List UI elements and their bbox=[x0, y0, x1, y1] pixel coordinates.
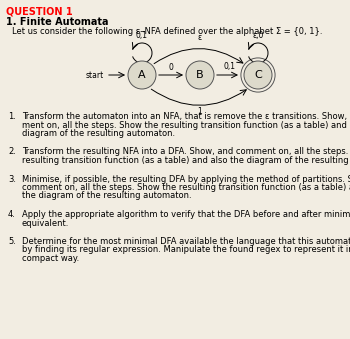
Text: Determine for the most minimal DFA available the language that this automaton ac: Determine for the most minimal DFA avail… bbox=[22, 237, 350, 246]
Text: 2.: 2. bbox=[8, 147, 16, 157]
Text: ment on, all the steps. Show the resulting transition function (as a table) and : ment on, all the steps. Show the resulti… bbox=[22, 120, 350, 129]
Text: 0,1: 0,1 bbox=[223, 62, 235, 72]
Text: diagram of the resulting automaton.: diagram of the resulting automaton. bbox=[22, 129, 175, 138]
Text: A: A bbox=[138, 70, 146, 80]
Text: Transform the automaton into an NFA, that is remove the ε transitions. Show, and: Transform the automaton into an NFA, tha… bbox=[22, 112, 350, 121]
Text: 1: 1 bbox=[198, 106, 202, 116]
Text: 4.: 4. bbox=[8, 210, 16, 219]
Text: ε,0: ε,0 bbox=[252, 31, 264, 40]
Text: ε: ε bbox=[198, 33, 202, 41]
Text: Transform the resulting NFA into a DFA. Show, and comment on, all the steps. Sho: Transform the resulting NFA into a DFA. … bbox=[22, 147, 350, 157]
Text: C: C bbox=[254, 70, 262, 80]
Text: compact way.: compact way. bbox=[22, 254, 79, 263]
Text: by finding its regular expression. Manipulate the found regex to represent it in: by finding its regular expression. Manip… bbox=[22, 245, 350, 255]
Text: 0,1: 0,1 bbox=[136, 31, 148, 40]
Circle shape bbox=[244, 61, 272, 89]
Text: Minimise, if possible, the resulting DFA by applying the method of partitions. S: Minimise, if possible, the resulting DFA… bbox=[22, 175, 350, 183]
Text: equivalent.: equivalent. bbox=[22, 219, 69, 227]
Circle shape bbox=[186, 61, 214, 89]
Text: resulting transition function (as a table) and also the diagram of the resulting: resulting transition function (as a tabl… bbox=[22, 156, 350, 165]
Text: B: B bbox=[196, 70, 204, 80]
Text: Apply the appropriate algorithm to verify that the DFA before and after minimisa: Apply the appropriate algorithm to verif… bbox=[22, 210, 350, 219]
Text: 0: 0 bbox=[169, 62, 174, 72]
Text: start: start bbox=[86, 71, 104, 80]
Text: QUESTION 1: QUESTION 1 bbox=[6, 6, 73, 16]
Text: 1.: 1. bbox=[8, 112, 16, 121]
Text: 1. Finite Automata: 1. Finite Automata bbox=[6, 17, 108, 27]
Text: Let us consider the following ε–NFA defined over the alphabet Σ = {0, 1}.: Let us consider the following ε–NFA defi… bbox=[12, 27, 322, 36]
Circle shape bbox=[128, 61, 156, 89]
Text: 3.: 3. bbox=[8, 175, 16, 183]
Text: comment on, all the steps. Show the resulting transition function (as a table) a: comment on, all the steps. Show the resu… bbox=[22, 183, 350, 192]
Text: 5.: 5. bbox=[8, 237, 16, 246]
Text: the diagram of the resulting automaton.: the diagram of the resulting automaton. bbox=[22, 192, 192, 200]
